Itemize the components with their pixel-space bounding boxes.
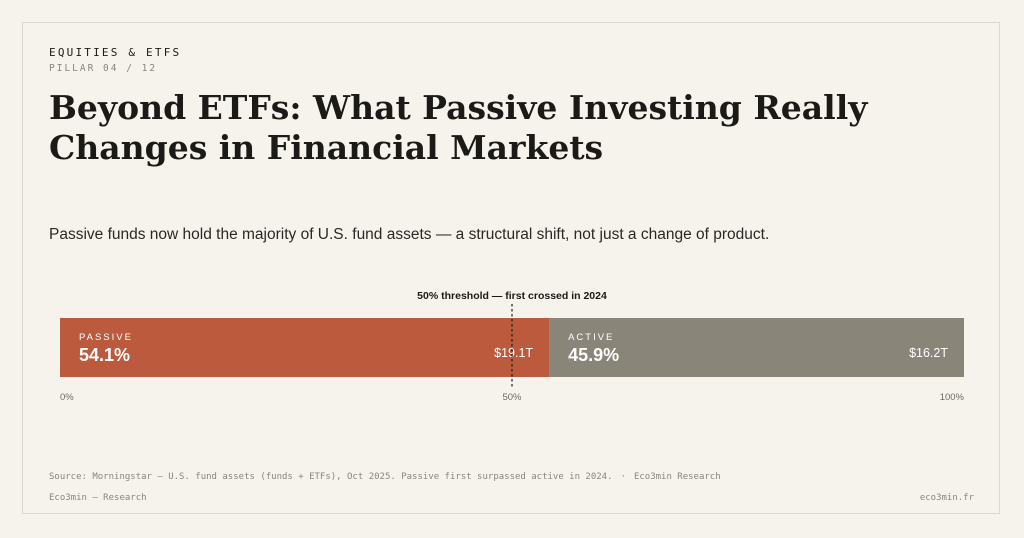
segment-percent-passive: 54.1% bbox=[79, 345, 130, 365]
tick-label: 0% bbox=[60, 392, 74, 403]
source-org: Eco3min Research bbox=[633, 472, 721, 482]
tick-label: 100% bbox=[940, 392, 965, 403]
page-subtitle: Passive funds now hold the majority of U… bbox=[49, 226, 770, 243]
segment-amount-passive: $19.1T bbox=[494, 346, 533, 360]
pillar-counter: PILLAR 04 / 12 bbox=[49, 63, 158, 74]
segment-label-passive: PASSIVE bbox=[79, 332, 133, 343]
card-frame bbox=[22, 22, 1000, 514]
footer-brand: Eco3min — Research bbox=[49, 493, 147, 503]
threshold-label: 50% threshold — first crossed in 2024 bbox=[417, 290, 607, 302]
category-eyebrow: EQUITIES & ETFS bbox=[49, 46, 182, 59]
source-text: Source: Morningstar — U.S. fund assets (… bbox=[49, 472, 613, 482]
footer-site-link[interactable]: eco3min.fr bbox=[919, 493, 974, 503]
source-note: Source: Morningstar — U.S. fund assets (… bbox=[49, 472, 721, 482]
segment-label-active: ACTIVE bbox=[568, 332, 614, 343]
source-separator: · bbox=[620, 472, 626, 482]
bar-segment-active bbox=[549, 318, 964, 377]
bar-segment-passive bbox=[60, 318, 550, 377]
tick-label: 50% bbox=[502, 392, 522, 403]
segment-percent-active: 45.9% bbox=[568, 345, 619, 365]
page-title: Beyond ETFs: What Passive Investing Real… bbox=[49, 88, 868, 167]
segment-amount-active: $16.2T bbox=[909, 346, 948, 360]
